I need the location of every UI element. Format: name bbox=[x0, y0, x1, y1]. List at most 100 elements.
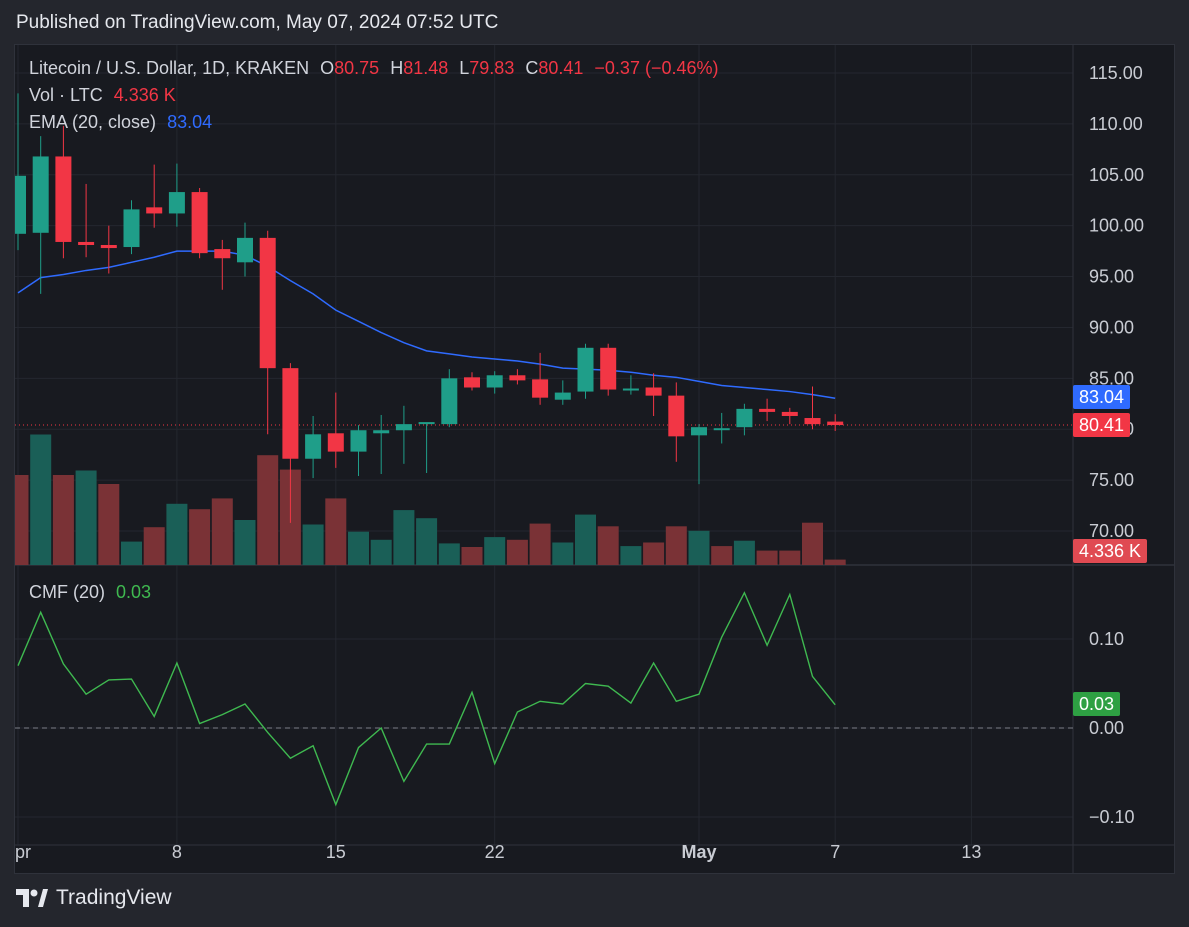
candle bbox=[32, 136, 49, 294]
candle-body bbox=[373, 430, 390, 434]
candle bbox=[305, 415, 322, 479]
volume-bar bbox=[688, 530, 710, 565]
candle-body bbox=[827, 421, 844, 426]
candle-body bbox=[191, 192, 208, 254]
price-axis-tick-label: 115.00 bbox=[1089, 63, 1143, 83]
volume-bar bbox=[257, 455, 279, 565]
ema-line bbox=[17, 250, 836, 400]
candle bbox=[486, 371, 503, 394]
volume-bar bbox=[98, 484, 120, 565]
volume-bar bbox=[575, 514, 596, 565]
cmf-axis-tick-label: 0.00 bbox=[1089, 718, 1124, 738]
legend-low: 79.83 bbox=[469, 58, 515, 78]
candle bbox=[554, 380, 571, 405]
candle bbox=[373, 414, 390, 475]
legend-h-label: H bbox=[390, 58, 404, 78]
candle-body bbox=[691, 427, 707, 436]
volume-bar bbox=[348, 531, 369, 565]
candle bbox=[146, 164, 163, 228]
legend-symbol[interactable]: Litecoin / U.S. Dollar, 1D, KRAKEN bbox=[29, 58, 310, 78]
candle-body bbox=[146, 207, 163, 214]
candle bbox=[441, 369, 458, 428]
tradingview-logo-icon bbox=[16, 889, 48, 907]
time-axis-tick-label: pr bbox=[15, 842, 31, 862]
volume-bar bbox=[529, 523, 551, 565]
candle bbox=[781, 407, 798, 425]
candle-body bbox=[600, 347, 617, 390]
candle-body bbox=[532, 379, 549, 398]
volume-tag: 4.336 K bbox=[1073, 539, 1148, 563]
price-axis-tick-label: 105.00 bbox=[1089, 165, 1144, 185]
candle bbox=[713, 412, 730, 444]
cmf-legend[interactable]: CMF (20) 0.03 bbox=[29, 582, 157, 603]
candle bbox=[191, 188, 208, 259]
volume-bar bbox=[506, 539, 528, 565]
ema-legend[interactable]: EMA (20, close) 83.04 bbox=[29, 112, 218, 133]
candle bbox=[645, 373, 662, 416]
time-axis-tick-label: 13 bbox=[961, 842, 981, 862]
candle bbox=[282, 363, 299, 523]
candle-body bbox=[282, 368, 299, 459]
candle-body bbox=[713, 428, 730, 431]
price-axis-tick-label: 100.00 bbox=[1089, 216, 1144, 236]
candle-body bbox=[464, 377, 480, 388]
candle bbox=[736, 403, 753, 436]
cmf-value-tag: 0.03 bbox=[1073, 692, 1121, 716]
chart-svg[interactable]: 115.00110.00105.00100.0095.0090.0085.008… bbox=[15, 45, 1174, 873]
candle bbox=[395, 405, 412, 464]
legend-open: 80.75 bbox=[334, 58, 380, 78]
legend-close: 80.41 bbox=[538, 58, 584, 78]
candle-body bbox=[259, 237, 276, 369]
candle bbox=[691, 424, 707, 485]
cmf-axis-tick-label: 0.10 bbox=[1089, 629, 1124, 649]
volume-bar bbox=[620, 546, 642, 565]
candle-body bbox=[509, 375, 526, 381]
candle-body bbox=[237, 237, 253, 263]
time-axis-tick-label: May bbox=[681, 842, 716, 862]
price-axis-tick-label: 70.00 bbox=[1089, 521, 1134, 541]
footer-brand[interactable]: TradingView bbox=[16, 886, 172, 910]
volume-legend[interactable]: Vol · LTC 4.336 K bbox=[29, 85, 182, 106]
candle-body bbox=[804, 418, 821, 425]
candle bbox=[577, 343, 594, 399]
candle bbox=[168, 163, 185, 227]
volume-bar bbox=[393, 510, 415, 565]
chart-area[interactable]: 115.00110.00105.00100.0095.0090.0085.008… bbox=[14, 44, 1175, 874]
cmf-axis-tick-label: −0.10 bbox=[1089, 807, 1135, 827]
candle-body bbox=[327, 433, 344, 452]
legend-l-label: L bbox=[459, 58, 470, 78]
cmf-line bbox=[17, 591, 836, 807]
volume-bar bbox=[15, 475, 29, 565]
volume-bar bbox=[325, 498, 347, 565]
volume-bar bbox=[733, 540, 755, 565]
candle bbox=[532, 352, 549, 405]
volume-bar bbox=[756, 550, 778, 565]
candle-body bbox=[55, 156, 72, 242]
main-legend: Litecoin / U.S. Dollar, 1D, KRAKEN O80.7… bbox=[29, 58, 725, 79]
candle bbox=[827, 414, 844, 431]
candle-body bbox=[736, 408, 753, 428]
candle bbox=[804, 386, 821, 430]
legend-o-label: O bbox=[320, 58, 335, 78]
volume-bar bbox=[52, 475, 74, 565]
volume-bar bbox=[824, 559, 846, 565]
time-axis-tick-label: 8 bbox=[172, 842, 182, 862]
price-axis-tick-label: 75.00 bbox=[1089, 470, 1134, 490]
candle-body bbox=[441, 378, 458, 425]
volume-legend-label: Vol · LTC bbox=[29, 85, 103, 105]
candle-body bbox=[100, 245, 117, 249]
candle bbox=[600, 343, 617, 396]
volume-bar bbox=[234, 520, 256, 565]
volume-legend-value: 4.336 K bbox=[113, 85, 176, 105]
candle bbox=[100, 225, 117, 274]
candles bbox=[15, 93, 844, 523]
volume-bar bbox=[597, 526, 619, 565]
volume-bar bbox=[30, 434, 52, 565]
candle-body bbox=[781, 411, 798, 416]
candle-body bbox=[577, 347, 594, 392]
candle bbox=[509, 369, 526, 385]
volume-bars bbox=[15, 434, 846, 565]
candle bbox=[418, 422, 435, 473]
close-price-tag: 80.41 bbox=[1073, 413, 1131, 437]
candle-body bbox=[78, 241, 95, 246]
